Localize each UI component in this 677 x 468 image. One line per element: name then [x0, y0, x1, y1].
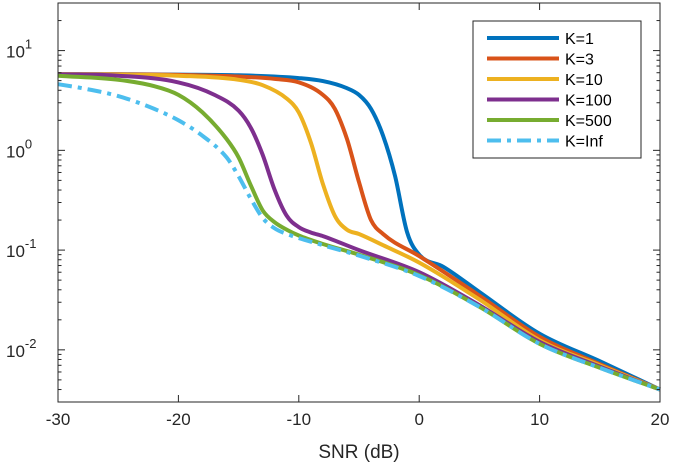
x-tick-label: 0	[414, 410, 423, 429]
series-line-k-500	[57, 73, 661, 392]
y-tick-label: 100	[6, 136, 32, 161]
legend-label-k-inf: K=Inf	[565, 134, 603, 151]
legend-label-k-1: K=1	[565, 31, 594, 48]
x-tick-label: -30	[46, 410, 71, 429]
series-line-k-inf	[57, 82, 661, 392]
plot-box	[57, 2, 661, 403]
series-line-k-3	[57, 72, 661, 392]
legend-label-k-10: K=10	[565, 72, 603, 89]
series-layer	[57, 72, 661, 392]
x-tick-label: -10	[287, 410, 312, 429]
legend-box	[472, 20, 642, 159]
x-tick-label: -20	[166, 410, 191, 429]
legend-label-k-100: K=100	[565, 93, 612, 110]
y-tick-label-base: 10	[6, 142, 25, 161]
x-tick-label: 10	[530, 410, 549, 429]
y-tick-label-base: 10	[6, 43, 25, 62]
y-tick-label-exponent: -2	[25, 336, 37, 351]
y-tick-label: 10-1	[6, 236, 36, 261]
legend-label-k-3: K=3	[565, 52, 594, 69]
y-tick-label-exponent: -1	[25, 236, 37, 251]
x-tick-label: 20	[651, 410, 670, 429]
y-tick-label-exponent: 0	[25, 136, 32, 151]
y-tick-label: 101	[6, 37, 32, 62]
legend-label-k-500: K=500	[565, 113, 612, 130]
legend: K=1 K=3 K=10 K=100 K=500 K=Inf	[472, 20, 642, 159]
y-tick-label-base: 10	[6, 242, 25, 261]
x-axis-label: SNR (dB)	[318, 442, 399, 463]
y-tick-label-base: 10	[6, 342, 25, 361]
y-tick-label-exponent: 1	[25, 37, 32, 52]
series-line-k-10	[57, 72, 661, 392]
y-tick-label: 10-2	[6, 336, 36, 361]
